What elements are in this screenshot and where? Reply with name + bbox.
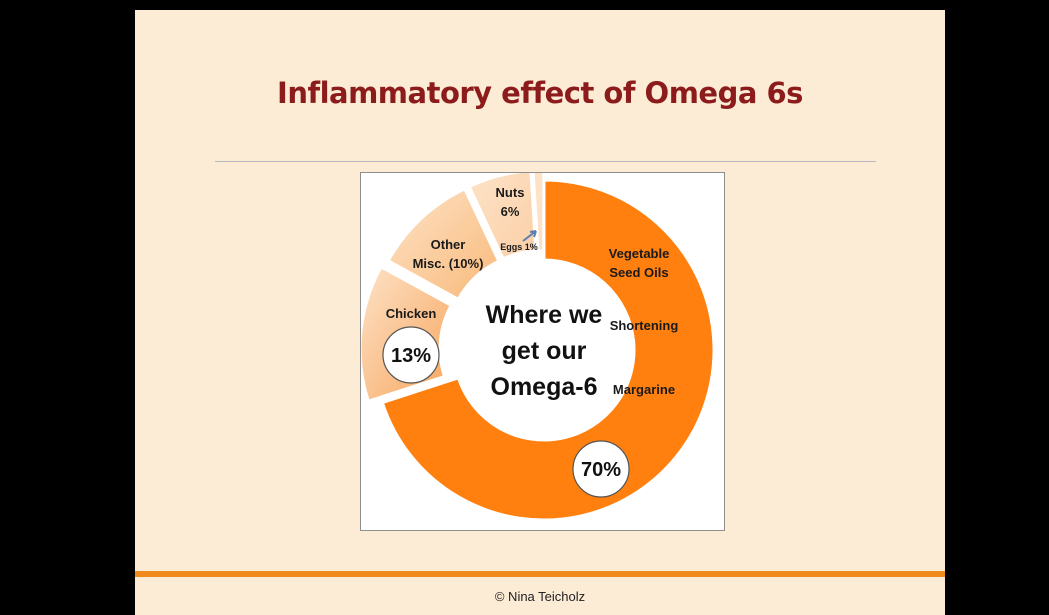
slice-label: Other — [431, 237, 466, 252]
slice-label: 6% — [501, 204, 520, 219]
footer-bar — [135, 571, 945, 577]
copyright-footer: © Nina Teicholz — [494, 589, 586, 604]
slice-label: Vegetable — [609, 246, 670, 261]
slice-label: Chicken — [386, 306, 437, 321]
value-badge-text: 13% — [391, 345, 431, 367]
slide-title: Inflammatory effect of Omega 6s — [277, 76, 803, 110]
slice-label: Eggs 1% — [500, 242, 538, 252]
value-badge — [572, 440, 630, 498]
slice-label: Margarine — [613, 382, 675, 397]
donut-slice-2 — [386, 186, 501, 302]
center-text-line: get our — [502, 337, 587, 365]
slice-label: Misc. (10%) — [413, 256, 484, 271]
title-divider — [215, 161, 876, 162]
donut-slice-3 — [467, 173, 538, 261]
center-text-line: Omega-6 — [491, 373, 598, 401]
value-badge — [382, 326, 440, 384]
donut-chart: Where we get our Omega-6 Vegetable Seed Oils… — [360, 172, 725, 531]
slice-label: Nuts — [496, 185, 525, 200]
slide: Inflammatory effect of Omega 6s Where we… — [135, 10, 945, 615]
slice-label: Seed Oils — [609, 265, 668, 280]
donut-chart-svg: Where we get our Omega-6 Vegetable Seed Oils… — [361, 173, 716, 522]
center-text-line: Where we — [486, 301, 603, 329]
donut-slice-0 — [380, 178, 716, 522]
value-badge-text: 70% — [581, 459, 621, 481]
slice-label: Shortening — [610, 318, 679, 333]
donut-slice-4 — [531, 173, 546, 253]
eggs-arrow-icon — [522, 230, 537, 242]
